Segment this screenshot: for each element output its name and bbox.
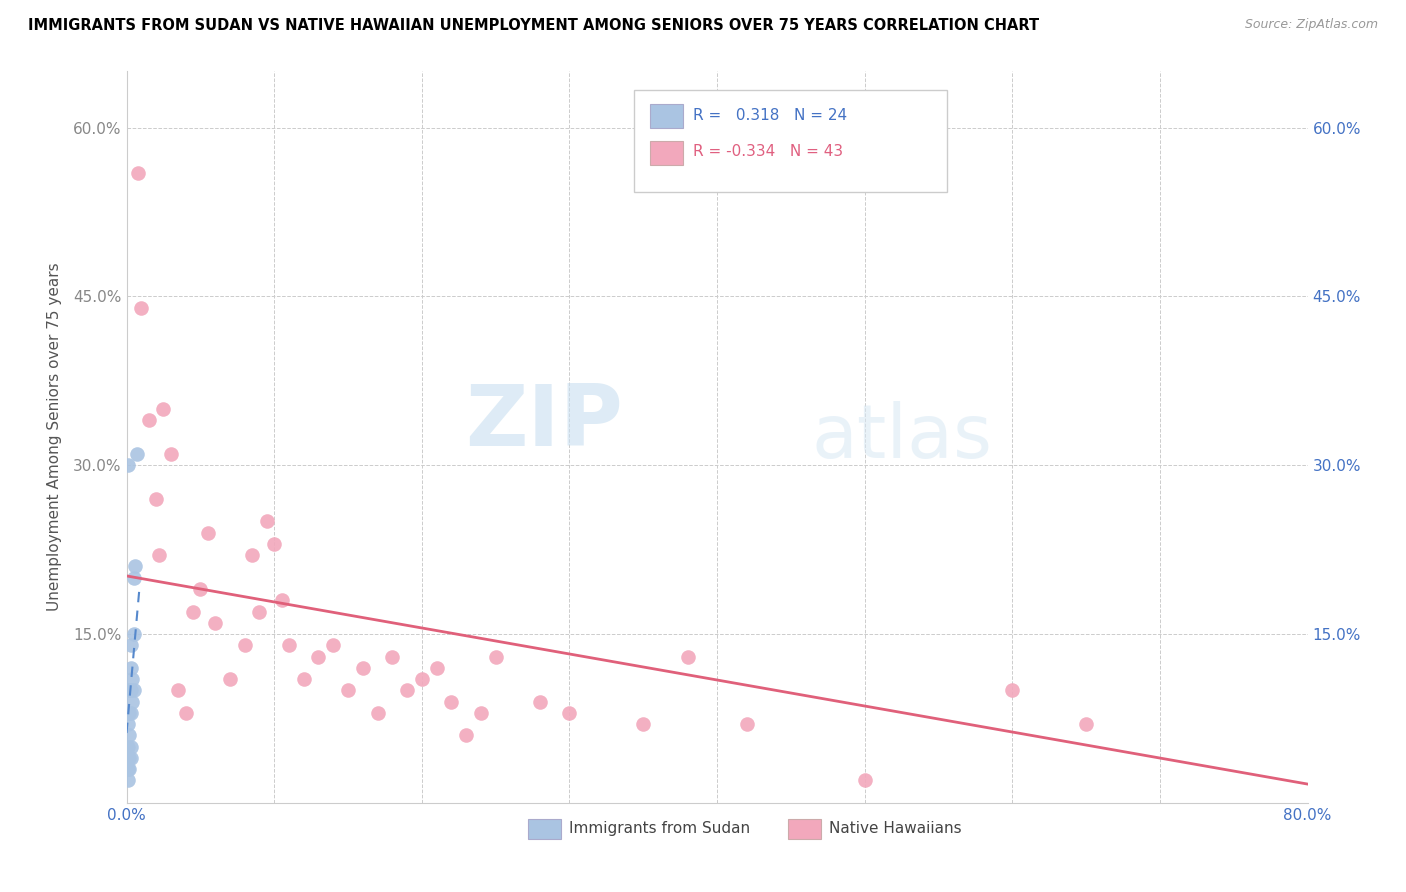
Point: [122, 571, 145, 585]
Text: atlas: atlas: [811, 401, 993, 474]
Y-axis label: Unemployment Among Seniors over 75 years: Unemployment Among Seniors over 75 years: [46, 263, 62, 611]
Point: [118, 751, 141, 765]
Point: [120, 661, 142, 675]
Text: Immigrants from Sudan: Immigrants from Sudan: [569, 821, 751, 836]
Point: [174, 706, 197, 720]
Point: [127, 166, 149, 180]
Point: [120, 751, 142, 765]
Point: [117, 717, 139, 731]
Point: [124, 559, 146, 574]
Text: Source: ZipAtlas.com: Source: ZipAtlas.com: [1244, 18, 1378, 31]
Point: [160, 447, 183, 461]
Point: [529, 694, 551, 708]
Point: [120, 638, 142, 652]
Point: [676, 649, 699, 664]
Point: [120, 683, 142, 698]
Text: ZIP: ZIP: [465, 381, 623, 464]
Point: [117, 773, 139, 788]
Point: [337, 683, 360, 698]
FancyBboxPatch shape: [634, 90, 948, 192]
Point: [425, 661, 447, 675]
Point: [381, 649, 404, 664]
Point: [440, 694, 463, 708]
Bar: [650, 104, 683, 128]
Point: [352, 661, 374, 675]
Point: [219, 672, 242, 686]
Point: [197, 525, 219, 540]
Bar: [529, 819, 561, 839]
Point: [853, 773, 876, 788]
Text: R =   0.318   N = 24: R = 0.318 N = 24: [693, 108, 848, 123]
Point: [118, 683, 141, 698]
Point: [117, 762, 139, 776]
Point: [117, 458, 139, 473]
Point: [367, 706, 389, 720]
Bar: [650, 141, 683, 165]
Point: [270, 593, 292, 607]
Point: [118, 728, 141, 742]
Point: [145, 491, 167, 506]
Point: [129, 301, 153, 315]
Text: Native Hawaiians: Native Hawaiians: [830, 821, 962, 836]
Point: [167, 683, 190, 698]
Point: [121, 694, 143, 708]
Point: [118, 706, 141, 720]
Point: [118, 762, 141, 776]
Point: [558, 706, 581, 720]
Point: [735, 717, 758, 731]
Point: [117, 751, 139, 765]
Point: [633, 717, 655, 731]
Point: [411, 672, 433, 686]
Point: [249, 605, 271, 619]
Point: [240, 548, 263, 562]
Point: [1001, 683, 1024, 698]
Point: [204, 615, 226, 630]
Point: [122, 627, 145, 641]
Point: [152, 401, 174, 416]
Point: [278, 638, 301, 652]
Point: [484, 649, 508, 664]
Point: [292, 672, 315, 686]
Point: [456, 728, 478, 742]
Text: R = -0.334   N = 43: R = -0.334 N = 43: [693, 145, 844, 160]
Text: IMMIGRANTS FROM SUDAN VS NATIVE HAWAIIAN UNEMPLOYMENT AMONG SENIORS OVER 75 YEAR: IMMIGRANTS FROM SUDAN VS NATIVE HAWAIIAN…: [28, 18, 1039, 33]
Point: [396, 683, 419, 698]
Point: [263, 537, 285, 551]
Point: [121, 672, 143, 686]
Point: [470, 706, 492, 720]
Point: [122, 683, 145, 698]
Point: [256, 515, 278, 529]
Point: [120, 739, 142, 754]
Point: [120, 706, 142, 720]
Point: [188, 582, 212, 596]
Point: [125, 447, 148, 461]
Point: [117, 739, 139, 754]
Point: [308, 649, 330, 664]
Point: [322, 638, 344, 652]
Point: [181, 605, 204, 619]
Point: [1076, 717, 1098, 731]
Bar: [787, 819, 821, 839]
Point: [233, 638, 256, 652]
Point: [148, 548, 170, 562]
Point: [138, 413, 160, 427]
